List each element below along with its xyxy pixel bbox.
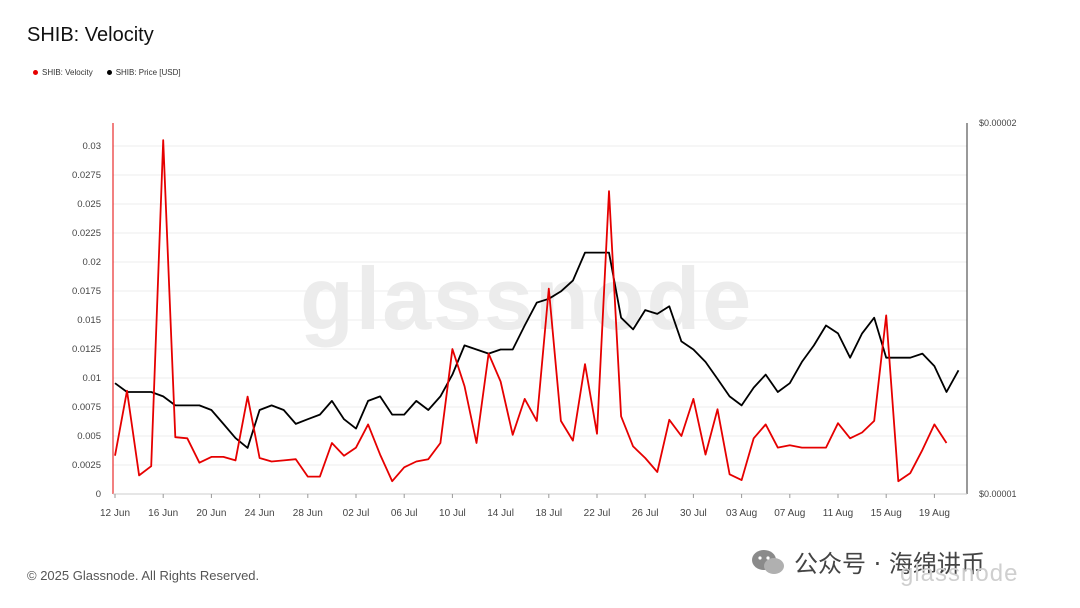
- y-tick-label: 0.0025: [72, 460, 101, 471]
- x-tick-label: 02 Jul: [343, 508, 370, 519]
- legend-swatch-velocity: [33, 70, 38, 75]
- y-right-tick-label: $0.00001: [979, 489, 1017, 499]
- y-tick-label: 0.03: [83, 141, 102, 152]
- legend-label-velocity: SHIB: Velocity: [42, 68, 93, 77]
- legend: SHIB: Velocity SHIB: Price [USD]: [33, 68, 181, 77]
- legend-item-price[interactable]: SHIB: Price [USD]: [106, 68, 181, 77]
- x-tick-label: 06 Jul: [391, 508, 418, 519]
- y-tick-label: 0.0225: [72, 228, 101, 239]
- y-tick-label: 0.015: [77, 315, 101, 326]
- x-tick-label: 26 Jul: [632, 508, 659, 519]
- x-tick-label: 20 Jun: [196, 508, 226, 519]
- x-tick-label: 11 Aug: [823, 508, 853, 519]
- legend-label-price: SHIB: Price [USD]: [115, 68, 181, 77]
- x-tick-label: 10 Jul: [439, 508, 466, 519]
- x-tick-label: 16 Jun: [148, 508, 178, 519]
- y-tick-label: 0.005: [77, 431, 101, 442]
- y-right-tick-label: $0.00002: [979, 118, 1017, 128]
- y-tick-label: 0.025: [77, 199, 101, 210]
- y-tick-label: 0.0275: [72, 170, 101, 181]
- x-tick-label: 18 Jul: [535, 508, 562, 519]
- y-tick-label: 0.0175: [72, 286, 101, 297]
- series-line-velocity: [114, 139, 948, 483]
- chart-title: SHIB: Velocity: [27, 24, 154, 46]
- legend-swatch-price: [106, 70, 112, 75]
- x-tick-label: 07 Aug: [774, 508, 805, 519]
- y-tick-label: 0.01: [83, 373, 102, 384]
- x-tick-label: 12 Jun: [100, 508, 130, 519]
- y-tick-label: 0.02: [83, 257, 102, 268]
- wechat-icon: [752, 549, 784, 574]
- copyright-footer: © 2025 Glassnode. All Rights Reserved.: [27, 568, 260, 583]
- x-tick-label: 30 Jul: [680, 508, 707, 519]
- x-tick-label: 22 Jul: [584, 508, 611, 519]
- legend-item-velocity[interactable]: SHIB: Velocity: [33, 68, 93, 77]
- series-line-price: [114, 251, 960, 449]
- y-tick-label: 0.0075: [72, 402, 101, 413]
- glassnode-watermark: glassnode: [300, 249, 754, 348]
- social-watermark-text: 公众号 · 海绵讲币: [794, 550, 985, 578]
- social-watermark: 公众号 · 海绵讲币: [750, 544, 985, 579]
- x-tick-label: 24 Jun: [245, 508, 275, 519]
- x-tick-label: 15 Aug: [871, 508, 902, 519]
- x-tick-label: 28 Jun: [293, 508, 323, 519]
- x-tick-label: 03 Aug: [726, 508, 757, 519]
- y-tick-label: 0.0125: [72, 344, 101, 355]
- x-tick-label: 14 Jul: [487, 508, 514, 519]
- social-watermark-sub: glassnode: [900, 560, 1019, 587]
- x-tick-label: 19 Aug: [919, 508, 950, 519]
- y-tick-label: 0: [96, 489, 101, 500]
